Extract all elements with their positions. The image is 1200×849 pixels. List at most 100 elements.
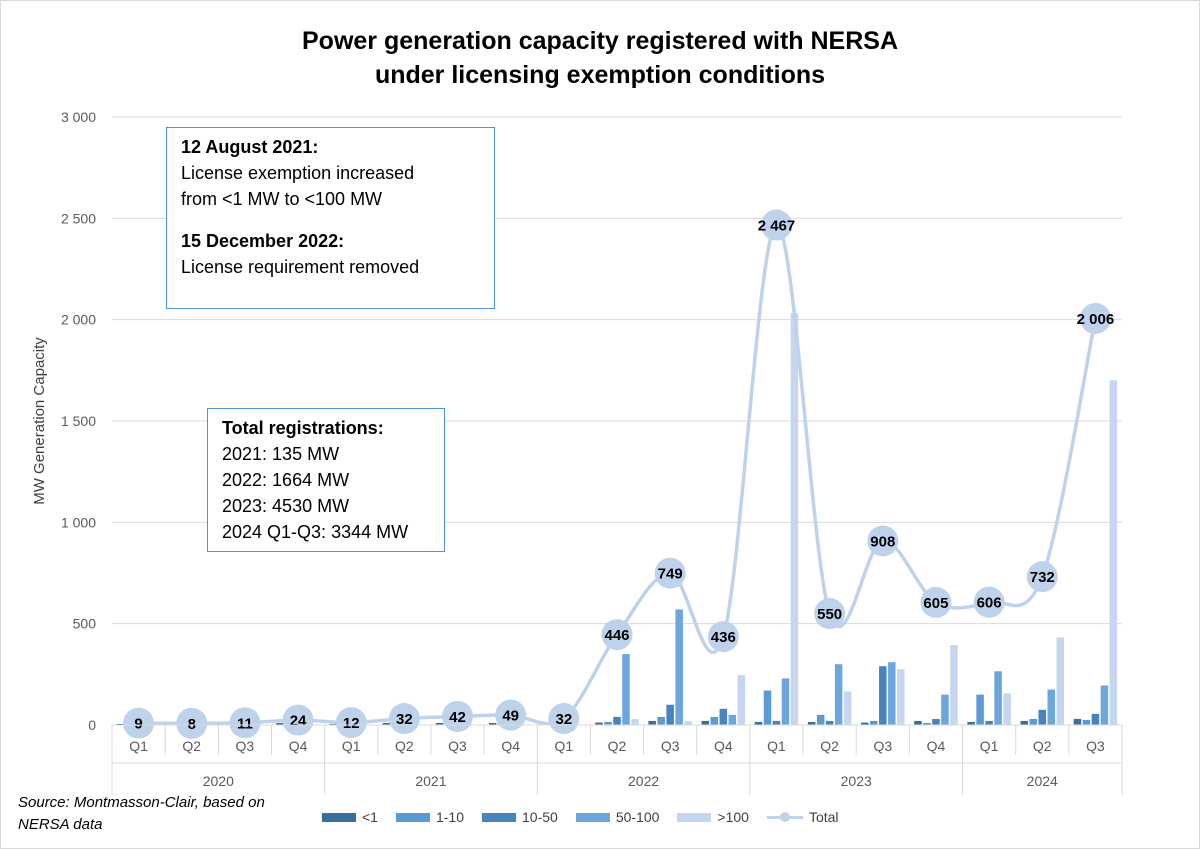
total-marker [601,619,633,651]
total-marker [442,700,474,732]
x-tick-label: Q3 [661,738,680,754]
legend-swatch-1-10 [395,812,430,822]
x-tick-label: Q3 [236,738,255,754]
total-line: 9 8 11 24 12 32 42 49 32 446 749 436 2 467 550 908 605 6… [123,209,1114,739]
legend-label-10-50: 10-50 [522,809,558,825]
total-marker [123,707,155,739]
total-marker [495,699,527,731]
registrations-line-2021: 2021: 135 MW [222,444,340,464]
bar [976,694,984,725]
registrations-line-2022: 2022: 1664 MW [222,470,350,490]
total-marker [867,525,899,557]
legend-item-1-10: 1-10 [395,809,464,825]
bar [843,691,852,725]
x-tick-label: Q1 [980,738,999,754]
note-date-2: 15 December 2022: [181,231,345,251]
y-tick-label: 1 500 [61,413,96,429]
bar [701,720,710,725]
total-data-label: 11 [237,715,253,732]
y-tick-label: 2 000 [61,312,96,328]
bar [967,721,975,725]
legend-swatch-total [766,812,803,822]
total-marker [229,707,261,739]
year-label: 2021 [415,773,446,789]
bar [816,714,825,725]
x-axis: Q1 Q2 Q3 Q4 Q1 Q2 Q3 Q4 Q1 Q2 Q3 Q4 Q1 Q2 Q3 Q4 Q1 Q2 Q3 20… [111,724,1123,795]
bar [825,720,834,725]
bar [710,716,719,725]
x-tick-label: Q1 [129,738,148,754]
total-marker [388,703,420,735]
bar [994,671,1002,725]
bar [932,718,940,725]
total-data-label: 42 [449,709,466,726]
license-note-box: 12 August 2021: License exemption increa… [166,127,495,309]
bar [1091,713,1100,725]
y-tick-labels: 0 500 1 000 1 500 2 000 2 500 3 000 [61,109,96,733]
legend-item-10-50: 10-50 [482,809,558,825]
bar [897,669,905,725]
bar [435,722,444,725]
total-marker [973,586,1005,618]
bar [1047,689,1056,725]
bar [595,722,603,725]
total-data-label: 749 [658,566,683,583]
total-data-label: 32 [555,711,572,728]
legend-item-lt1: <1 [322,809,378,825]
y-tick-label: 3 000 [61,109,96,125]
legend-swatch-10-50 [482,812,516,822]
total-data-label: 12 [343,715,360,732]
bar [861,722,869,725]
source-note: Source: Montmasson-Clair, based on NERSA… [18,794,265,833]
registrations-line-2023: 2023: 4530 MW [222,496,350,516]
total-marker [282,704,314,736]
total-data-label: 32 [396,711,413,728]
bar [116,723,125,725]
total-data-label: 732 [1030,569,1055,586]
x-tick-label: Q3 [448,738,467,754]
legend-label-gt100: >100 [717,809,749,825]
total-marker [335,707,367,739]
bar [834,664,843,725]
bars [116,313,1118,725]
x-tick-label: Q3 [873,738,892,754]
legend-swatch-50-100 [575,812,610,822]
legend-label-total: Total [808,809,839,825]
bar [1038,709,1047,725]
bar [888,662,896,725]
bar [1100,685,1109,725]
bar [488,722,497,725]
chart-title: Power generation capacity registered wit… [0,24,1200,92]
bar [1109,380,1118,725]
total-data-label: 8 [188,716,196,733]
x-tick-label: Q3 [1086,738,1105,754]
bar [684,721,692,725]
bar [657,716,665,725]
note-text-1a: License exemption increased [181,163,415,183]
x-tick-label: Q2 [608,738,627,754]
registrations-line-2024: 2024 Q1-Q3: 3344 MW [222,522,409,542]
total-data-label: 24 [290,713,307,730]
y-axis-label: MW Generation Capacity [31,337,48,505]
x-tick-label: Q4 [289,738,308,754]
x-tick-label: Q4 [501,738,520,754]
total-data-label: 550 [817,606,842,623]
y-tick-label: 1 000 [61,514,96,530]
bar [329,723,337,725]
total-data-label: 908 [870,533,895,550]
x-tick-label: Q1 [767,738,786,754]
bar [276,722,284,725]
bar [1020,720,1029,725]
bar [382,722,391,725]
total-marker [654,557,686,589]
year-label: 2022 [628,773,659,789]
year-label: 2024 [1027,773,1058,789]
x-tick-label: Q1 [554,738,573,754]
total-data-label: 436 [711,629,736,646]
legend-label-1-10: 1-10 [435,809,464,825]
registrations-heading: Total registrations: [222,418,384,438]
bar [719,708,728,725]
total-data-label: 49 [502,708,519,725]
total-marker [176,707,208,739]
legend: <1 1-10 10-50 50-100 >100 Total [322,809,857,825]
